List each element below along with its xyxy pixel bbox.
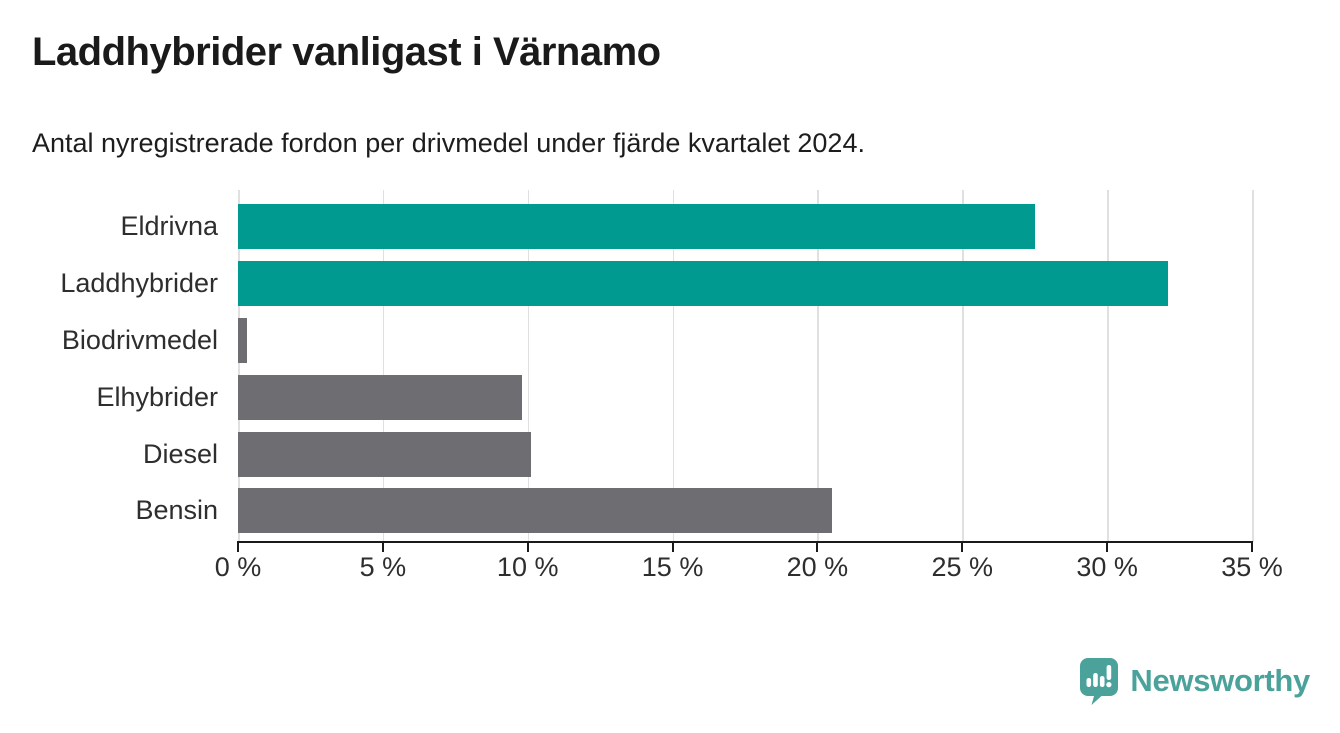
- gridline: [1107, 190, 1109, 542]
- gridline: [817, 190, 819, 542]
- bar-eldrivna: [238, 204, 1035, 250]
- axis-tick: [816, 543, 819, 552]
- category-label-laddhybrider: Laddhybrider: [60, 268, 218, 299]
- axis-tick-label: 30 %: [1076, 552, 1138, 582]
- gridline: [382, 190, 385, 542]
- plot-area: [238, 190, 1254, 542]
- category-axis-labels: Eldrivna Laddhybrider Biodrivmedel Elhybrid…: [0, 190, 218, 542]
- axis-tick: [671, 543, 674, 552]
- axis-tick: [961, 543, 964, 552]
- x-axis-ticks: [237, 543, 1253, 553]
- x-axis-line: [237, 541, 1253, 543]
- newsworthy-icon: [1080, 658, 1119, 705]
- axis-tick-label: 20 %: [786, 552, 849, 582]
- bar-diesel: [238, 431, 531, 477]
- axis-tick: [1106, 543, 1109, 552]
- category-label-biodrivmedel: Biodrivmedel: [61, 324, 218, 355]
- gridline: [527, 190, 530, 542]
- bar-biodrivmedel: [238, 317, 247, 363]
- axis-tick: [526, 543, 529, 552]
- axis-tick: [381, 543, 384, 552]
- axis-tick-label: 10 %: [496, 552, 559, 582]
- axis-tick-label: 35 %: [1221, 552, 1283, 582]
- chart-subtitle: Antal nyregistrerade fordon per drivmede…: [32, 128, 865, 158]
- gridline: [238, 190, 240, 542]
- axis-tick-label: 5 %: [359, 552, 407, 582]
- axis-tick-label: 0 %: [214, 552, 262, 582]
- axis-tick: [237, 543, 239, 552]
- gridline: [672, 190, 675, 542]
- category-label-elhybrider: Elhybrider: [96, 381, 218, 412]
- axis-tick-label: 15 %: [641, 552, 704, 582]
- brand-name: Newsworthy: [1130, 662, 1310, 698]
- axis-tick: [1251, 543, 1253, 552]
- category-label-eldrivna: Eldrivna: [120, 211, 218, 242]
- bar-elhybrider: [238, 374, 522, 420]
- brand-logo: Newsworthy: [1078, 656, 1310, 705]
- gridline: [1252, 190, 1254, 542]
- category-label-bensin: Bensin: [135, 495, 218, 526]
- bar-bensin: [238, 488, 832, 534]
- bar-laddhybrider: [238, 261, 1168, 307]
- axis-tick-label: 25 %: [931, 552, 994, 582]
- x-axis-tick-labels: 0 % 5 % 10 % 15 % 20 % 25 % 30 % 35 %: [215, 552, 1283, 586]
- page-title: Laddhybrider vanligast i Värnamo: [32, 30, 661, 74]
- category-label-diesel: Diesel: [142, 438, 218, 469]
- gridline: [962, 190, 964, 542]
